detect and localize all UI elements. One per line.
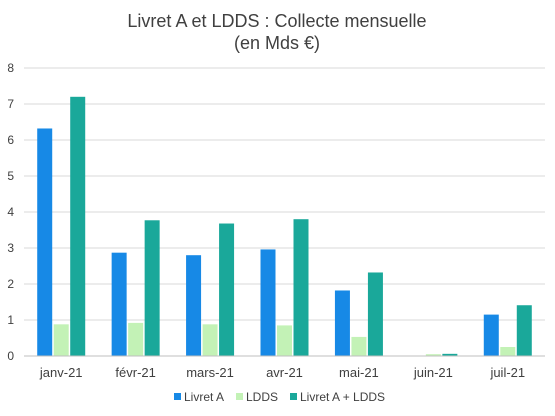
y-tick-label: 6 <box>7 133 14 147</box>
y-axis-ticks: 0 1 2 3 4 5 6 7 8 <box>7 61 14 363</box>
chart-subtitle: (en Mds €) <box>234 33 320 53</box>
bar <box>442 353 458 356</box>
legend-swatch <box>236 393 243 400</box>
bar <box>277 325 292 356</box>
bar <box>260 249 276 356</box>
bar <box>219 223 235 356</box>
bar <box>37 128 53 356</box>
y-tick-label: 8 <box>7 61 14 75</box>
gridlines <box>24 67 545 321</box>
chart-title: Livret A et LDDS : Collecte mensuelle <box>127 11 426 31</box>
bar <box>111 252 127 356</box>
bar <box>128 322 144 356</box>
y-tick-label: 4 <box>7 205 14 219</box>
bar <box>500 347 516 356</box>
y-tick-label: 7 <box>7 97 14 111</box>
y-tick-label: 1 <box>7 313 14 327</box>
x-tick-label: juil-21 <box>489 365 525 380</box>
bar <box>425 354 441 356</box>
x-tick-label: mai-21 <box>339 365 379 380</box>
bar <box>483 314 499 356</box>
bar <box>293 219 309 356</box>
y-tick-label: 2 <box>7 277 14 291</box>
x-tick-label: févr-21 <box>115 365 155 380</box>
x-axis-ticks: janv-21 févr-21 mars-21 avr-21 mai-21 juin-21… <box>39 365 525 380</box>
legend-label: Livret A <box>184 390 224 404</box>
y-tick-label: 5 <box>7 169 14 183</box>
legend-label: LDDS <box>246 390 278 404</box>
bar <box>367 272 383 356</box>
bar <box>351 336 367 356</box>
legend-swatch <box>174 393 181 400</box>
bar <box>186 255 202 356</box>
x-tick-label: avr-21 <box>266 365 303 380</box>
x-tick-label: janv-21 <box>39 365 83 380</box>
bar <box>144 220 160 356</box>
legend-swatch <box>290 393 297 400</box>
bar <box>334 290 350 356</box>
bar <box>53 324 69 356</box>
legend-label: Livret A + LDDS <box>300 390 385 404</box>
bar <box>516 305 532 356</box>
y-tick-label: 3 <box>7 241 14 255</box>
x-tick-label: mars-21 <box>186 365 234 380</box>
bar <box>70 96 86 357</box>
y-tick-label: 0 <box>7 349 14 363</box>
bars <box>37 96 532 357</box>
bar <box>202 324 218 356</box>
legend: Livret A LDDS Livret A + LDDS <box>174 390 385 404</box>
x-tick-label: juin-21 <box>413 365 453 380</box>
